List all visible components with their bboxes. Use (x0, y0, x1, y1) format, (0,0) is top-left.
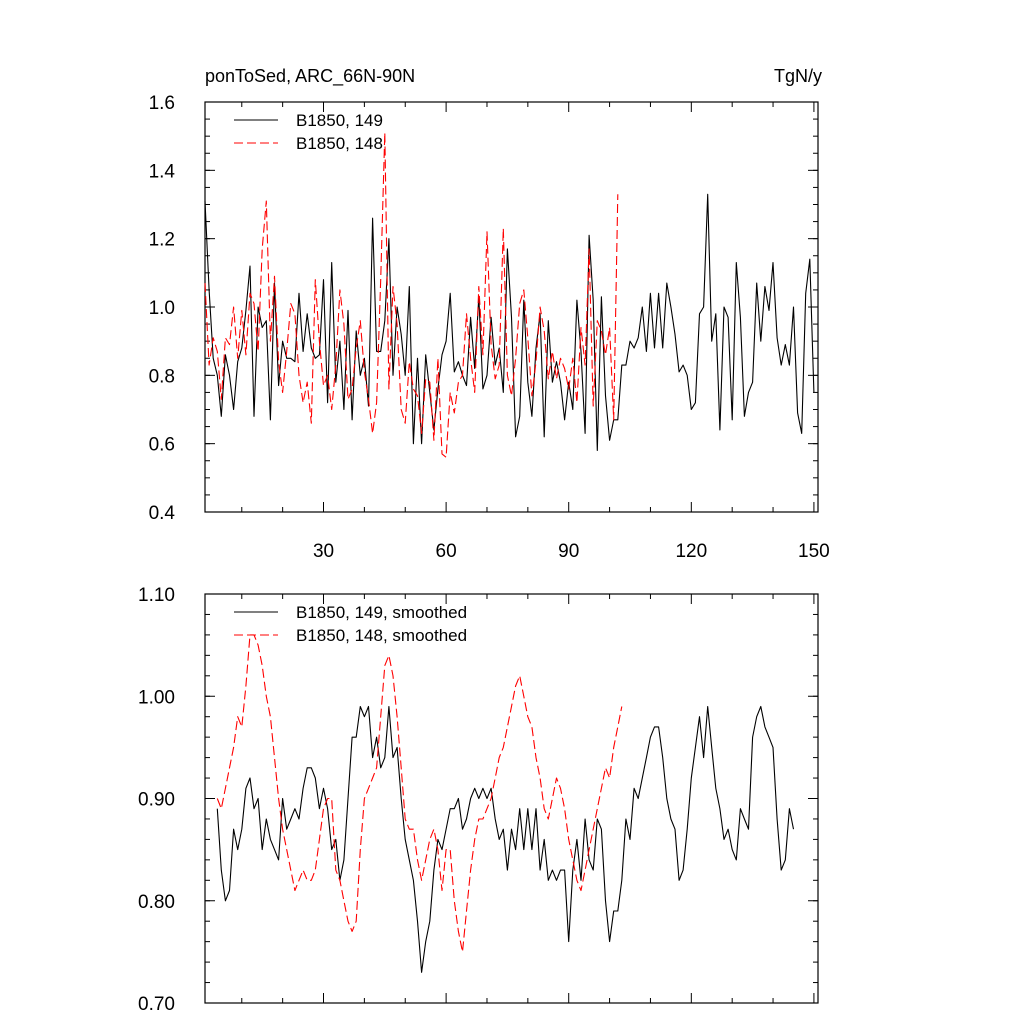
y-tick-label: 0.70 (138, 994, 175, 1015)
plot-frame (204, 593, 819, 1004)
x-tick-label: 150 (798, 541, 830, 562)
y-tick-label: 0.80 (138, 892, 175, 913)
y-tick-label: 0.90 (138, 790, 175, 811)
series-line-1 (204, 193, 815, 452)
legend-label: B1850, 148 (296, 134, 383, 153)
y-tick-label: 1.4 (149, 161, 176, 182)
y-tick-label: 1.2 (149, 230, 175, 251)
legend-label: B1850, 148, smoothed (296, 626, 467, 645)
x-tick-label: 60 (436, 541, 457, 562)
y-tick-label: 1.6 (149, 93, 175, 114)
plot-frame (204, 101, 819, 513)
y-tick-label: 1.00 (138, 687, 175, 708)
legend-label: B1850, 149 (296, 111, 383, 130)
top-panel: ponToSed, ARC_66N-90N TgN/y 30 60 90 120 150… (149, 66, 830, 562)
series-line-2 (204, 132, 619, 458)
series-line-1 (216, 705, 795, 973)
y-tick-label: 1.10 (138, 585, 175, 606)
legend-label: B1850, 149, smoothed (296, 603, 467, 622)
chart-title: ponToSed, ARC_66N-90N (205, 66, 415, 87)
y-tick-label: 1.0 (149, 298, 175, 319)
x-tick-label: 90 (558, 541, 579, 562)
x-tick-label: 30 (313, 541, 334, 562)
y-tick-label: 0.8 (149, 366, 175, 387)
series-line-2 (216, 634, 623, 953)
y-tick-label: 0.6 (149, 435, 175, 456)
x-tick-label: 120 (675, 541, 707, 562)
y-tick-label: 0.4 (149, 503, 176, 524)
bottom-panel: 0.70 0.80 0.90 1.00 1.10 B1850, 149, smoothed… (138, 585, 819, 1015)
units-label: TgN/y (774, 66, 822, 86)
